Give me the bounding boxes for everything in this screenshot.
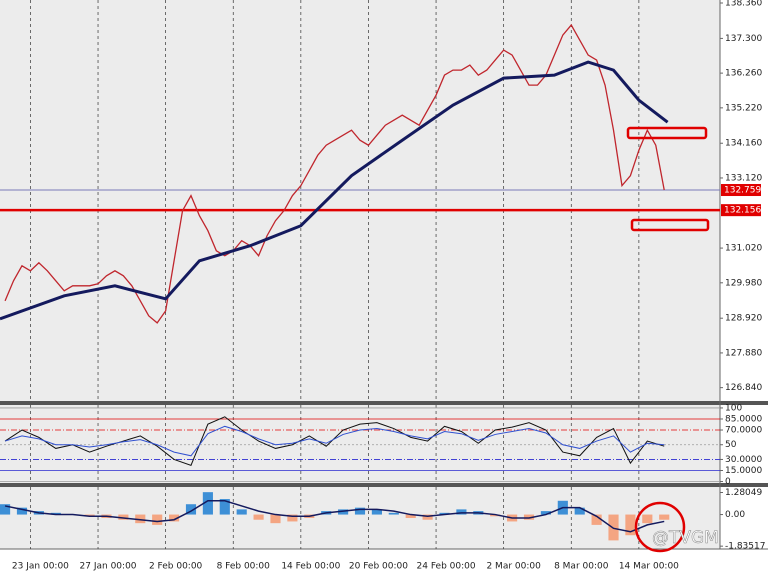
line bbox=[4, 23, 665, 324]
bar bbox=[405, 514, 416, 518]
y-tick-label: 138.360 bbox=[725, 0, 762, 9]
x-tick-label: 2 Mar 00:00 bbox=[486, 562, 541, 572]
line bbox=[4, 425, 665, 457]
price-label-box bbox=[721, 204, 761, 217]
y-tick-label: 30.0000 bbox=[725, 455, 762, 465]
separator bbox=[0, 483, 768, 487]
bar bbox=[371, 509, 382, 515]
y-tick-label: 133.120 bbox=[725, 173, 762, 183]
y-tick-label: 136.260 bbox=[725, 69, 762, 79]
bar bbox=[591, 514, 602, 525]
y-tick-label: 0 bbox=[725, 477, 731, 487]
bar bbox=[523, 514, 535, 520]
bar bbox=[84, 514, 95, 517]
y-tick-label: 126.840 bbox=[725, 383, 762, 393]
bar bbox=[574, 507, 585, 515]
line bbox=[0, 60, 669, 321]
bar bbox=[659, 514, 670, 520]
oscillator-panel bbox=[0, 405, 720, 483]
bar bbox=[185, 504, 197, 515]
x-tick-label: 2 Feb 00:00 bbox=[149, 562, 203, 572]
y-tick-label: 0.00 bbox=[725, 510, 745, 520]
bar bbox=[16, 507, 28, 515]
watermark: @TVGM bbox=[652, 528, 719, 548]
y-tick-label: 15.0000 bbox=[725, 466, 762, 476]
price-label-box bbox=[721, 184, 761, 197]
x-tick-label: 20 Feb 00:00 bbox=[349, 562, 408, 572]
annotation-circle bbox=[634, 501, 686, 553]
bar bbox=[540, 511, 551, 515]
y-tick-label: 100 bbox=[725, 403, 742, 413]
x-tick-label: 23 Jan 00:00 bbox=[12, 562, 69, 572]
bar bbox=[0, 504, 11, 515]
price-label: 132.759 bbox=[724, 186, 761, 196]
y-tick-label: 131.020 bbox=[725, 244, 762, 254]
bar bbox=[135, 514, 146, 524]
y-tick-label: 134.160 bbox=[725, 139, 762, 149]
y-tick-label: 127.880 bbox=[725, 348, 762, 358]
y-tick-label: 128.920 bbox=[725, 314, 762, 324]
x-tick-label: 14 Mar 00:00 bbox=[619, 562, 679, 572]
bar bbox=[642, 514, 653, 524]
bar bbox=[50, 512, 61, 515]
bar bbox=[338, 509, 349, 515]
bar bbox=[456, 509, 467, 515]
bar bbox=[439, 512, 450, 515]
x-tick-label: 14 Feb 00:00 bbox=[281, 562, 340, 572]
bar bbox=[236, 509, 247, 515]
y-tick-label: 1.28049 bbox=[725, 488, 762, 498]
bar bbox=[219, 499, 230, 515]
annotation-box bbox=[626, 126, 708, 140]
line bbox=[4, 500, 665, 533]
bar bbox=[354, 507, 366, 515]
bar bbox=[202, 492, 213, 515]
y-tick-label: 70.0000 bbox=[725, 426, 762, 436]
bar bbox=[270, 514, 281, 524]
y-tick-label: 137.300 bbox=[725, 34, 762, 44]
y-tick-label: 50 bbox=[725, 440, 737, 450]
bar bbox=[118, 514, 129, 520]
x-tick-label: 8 Mar 00:00 bbox=[554, 562, 609, 572]
x-tick-label: 24 Feb 00:00 bbox=[417, 562, 476, 572]
annotation-box bbox=[630, 218, 710, 232]
price-panel bbox=[0, 0, 720, 401]
y-tick-label: -1.83517 bbox=[725, 542, 765, 552]
bar bbox=[152, 514, 163, 525]
price-label: 132.156 bbox=[724, 206, 761, 216]
separator bbox=[0, 401, 768, 405]
x-tick-label: 27 Jan 00:00 bbox=[80, 562, 137, 572]
bar bbox=[388, 512, 399, 515]
bar bbox=[253, 514, 264, 520]
bar bbox=[625, 514, 636, 536]
y-tick-label: 135.220 bbox=[725, 103, 762, 113]
bar bbox=[490, 514, 501, 517]
x-tick-label: 8 Feb 00:00 bbox=[217, 562, 271, 572]
bar bbox=[422, 514, 433, 520]
bar bbox=[287, 514, 298, 522]
y-tick-label: 129.980 bbox=[725, 278, 762, 288]
y-tick-label: 85.0000 bbox=[725, 414, 762, 424]
bar bbox=[169, 514, 180, 522]
